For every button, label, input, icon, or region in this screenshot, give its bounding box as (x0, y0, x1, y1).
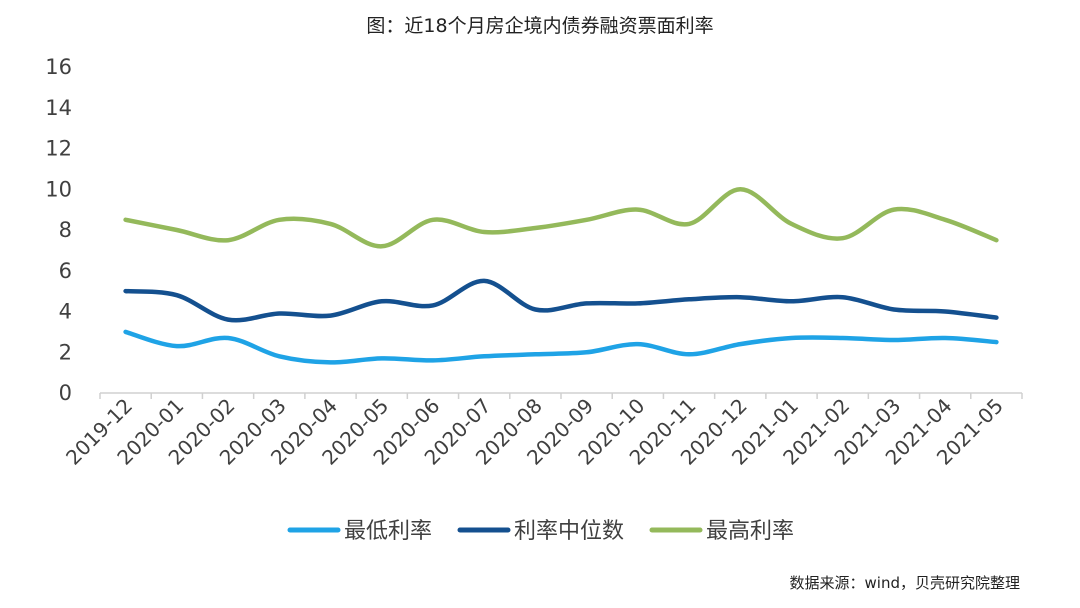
series-line-2 (123, 278, 999, 323)
y-axis: 0 2 4 6 8 10 12 14 16 (45, 55, 72, 405)
series-layer (123, 187, 999, 365)
data-source-note: 数据来源：wind，贝壳研究院整理 (790, 574, 1020, 592)
y-tick-label: 0 (59, 381, 72, 405)
y-tick-label: 8 (59, 218, 72, 242)
y-tick-label: 10 (45, 177, 72, 201)
legend-label: 利率中位数 (514, 519, 624, 544)
y-tick-label: 16 (45, 55, 72, 79)
y-tick-label: 12 (45, 137, 72, 161)
legend: 最低利率 利率中位数 最高利率 (287, 519, 794, 544)
legend-label: 最低利率 (344, 519, 432, 544)
y-tick-label: 14 (45, 96, 72, 120)
series-line-3 (123, 187, 999, 249)
y-tick-label: 2 (59, 340, 72, 364)
chart-title: 图：近18个月房企境内债券融资票面利率 (366, 15, 713, 37)
x-axis: 2019-122020-012020-022020-032020-042020-… (61, 393, 1023, 470)
series-line-1 (123, 329, 999, 365)
y-tick-label: 6 (59, 259, 72, 283)
y-tick-label: 4 (59, 300, 72, 324)
legend-label: 最高利率 (706, 519, 794, 544)
